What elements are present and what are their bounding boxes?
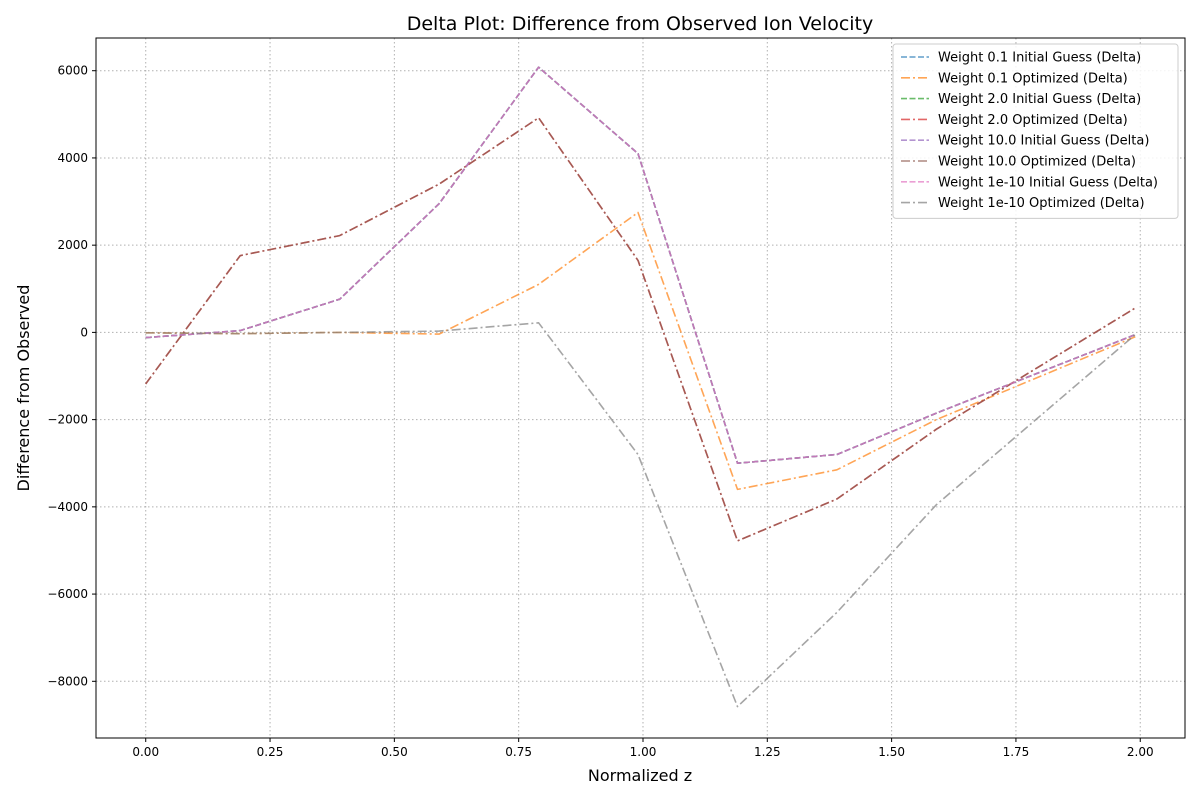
legend-label: Weight 0.1 Initial Guess (Delta) <box>938 51 1141 66</box>
x-tick-label: 0.25 <box>257 745 284 759</box>
legend-label: Weight 2.0 Initial Guess (Delta) <box>938 92 1141 107</box>
legend-label: Weight 0.1 Optimized (Delta) <box>938 71 1128 86</box>
y-tick-label: −2000 <box>47 413 88 427</box>
y-tick-label: −8000 <box>47 674 88 688</box>
series-line-5 <box>145 117 1136 542</box>
legend: Weight 0.1 Initial Guess (Delta) Weight 0… <box>892 43 1179 219</box>
x-tick-label: 0.00 <box>132 745 159 759</box>
x-tick-label: 1.75 <box>1003 745 1030 759</box>
legend-label: Weight 1e-10 Initial Guess (Delta) <box>938 175 1158 190</box>
x-axis-label: Normalized z <box>588 766 692 785</box>
plot-frame <box>95 37 1186 739</box>
y-tick-label: 6000 <box>57 64 88 78</box>
x-tick-label: 2.00 <box>1127 745 1154 759</box>
plot-series <box>145 66 1136 708</box>
x-tick-label: 0.50 <box>381 745 408 759</box>
x-tick-label: 0.75 <box>505 745 532 759</box>
y-axis-label: Difference from Observed <box>14 285 33 492</box>
chart-title: Delta Plot: Difference from Observed Ion… <box>407 13 874 35</box>
y-tick-label: 2000 <box>57 238 88 252</box>
x-tick-label: 1.00 <box>630 745 657 759</box>
y-tick-label: −4000 <box>47 500 88 514</box>
axis-ticks: 0.00 0.25 0.50 0.75 1.00 1.25 1.50 1.75 2.00 −800… <box>47 64 1153 759</box>
y-tick-label: 4000 <box>57 151 88 165</box>
series-line-7 <box>145 321 1136 708</box>
legend-label: Weight 10.0 Initial Guess (Delta) <box>938 134 1149 149</box>
series-line-6 <box>145 66 1136 465</box>
x-tick-label: 1.25 <box>754 745 781 759</box>
legend-label: Weight 2.0 Optimized (Delta) <box>938 113 1128 128</box>
legend-label: Weight 1e-10 Optimized (Delta) <box>938 196 1145 211</box>
legend-label: Weight 10.0 Optimized (Delta) <box>938 155 1136 170</box>
y-tick-label: 0 <box>80 325 88 339</box>
x-tick-label: 1.50 <box>878 745 905 759</box>
y-tick-label: −6000 <box>47 587 88 601</box>
legend-box <box>892 43 1179 219</box>
